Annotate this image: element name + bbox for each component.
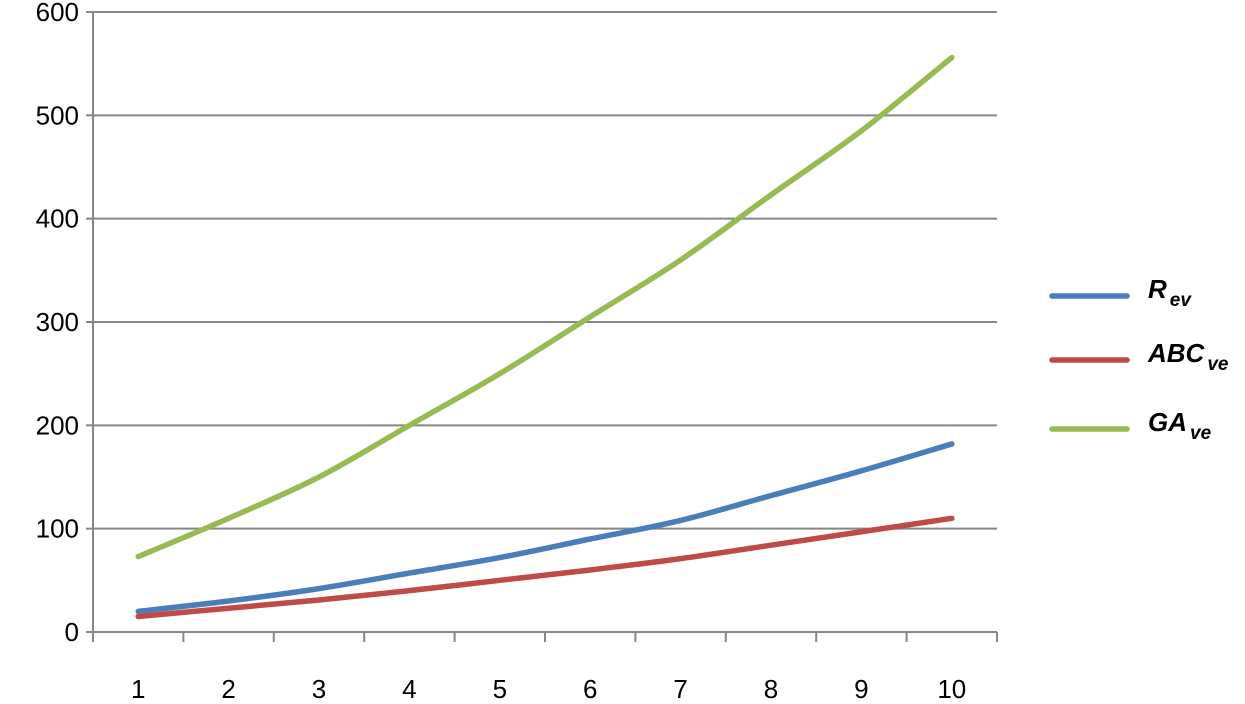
y-tick-label: 500	[36, 100, 79, 130]
axes	[86, 11, 998, 642]
legend-label-main: R	[1148, 274, 1167, 304]
y-tick-label: 300	[36, 307, 79, 337]
x-tick-label: 6	[583, 674, 597, 704]
y-tick-label: 100	[36, 514, 79, 544]
legend-label-sub: ve	[1207, 354, 1229, 375]
x-tick-label: 7	[673, 674, 687, 704]
grid-lines	[93, 11, 997, 530]
x-tick-label: 1	[131, 674, 145, 704]
legend-label-main: GA	[1148, 407, 1187, 437]
x-tick-label: 2	[221, 674, 235, 704]
x-tick-label: 5	[493, 674, 507, 704]
x-tick-labels: 1 2 3 4 5 6 7 8 9 10	[131, 674, 966, 704]
legend-label: ABC ve	[1147, 338, 1229, 375]
y-tick-label: 200	[36, 410, 79, 440]
series-line-ga	[135, 54, 955, 560]
series-lines	[135, 54, 955, 620]
series-line-abc	[135, 515, 955, 620]
legend-label: GA ve	[1148, 407, 1212, 444]
x-tick-label: 3	[312, 674, 326, 704]
y-tick-label: 0	[65, 617, 79, 647]
legend-entry-abc: ABC ve	[1049, 338, 1229, 375]
legend-label-sub: ve	[1190, 423, 1212, 444]
legend-label-main: ABC	[1147, 338, 1206, 368]
y-tick-label: 400	[36, 204, 79, 234]
x-tick-label: 9	[854, 674, 868, 704]
x-tick-label: 4	[402, 674, 416, 704]
y-tick-labels: 0 100 200 300 400 500 600	[36, 0, 79, 647]
legend-entry-ga: GA ve	[1049, 407, 1212, 444]
x-tick-label: 10	[937, 674, 966, 704]
y-tick-label: 600	[36, 0, 79, 27]
series-line-r	[135, 441, 955, 615]
x-tick-label: 8	[764, 674, 778, 704]
legend-label-sub: ev	[1170, 290, 1193, 311]
